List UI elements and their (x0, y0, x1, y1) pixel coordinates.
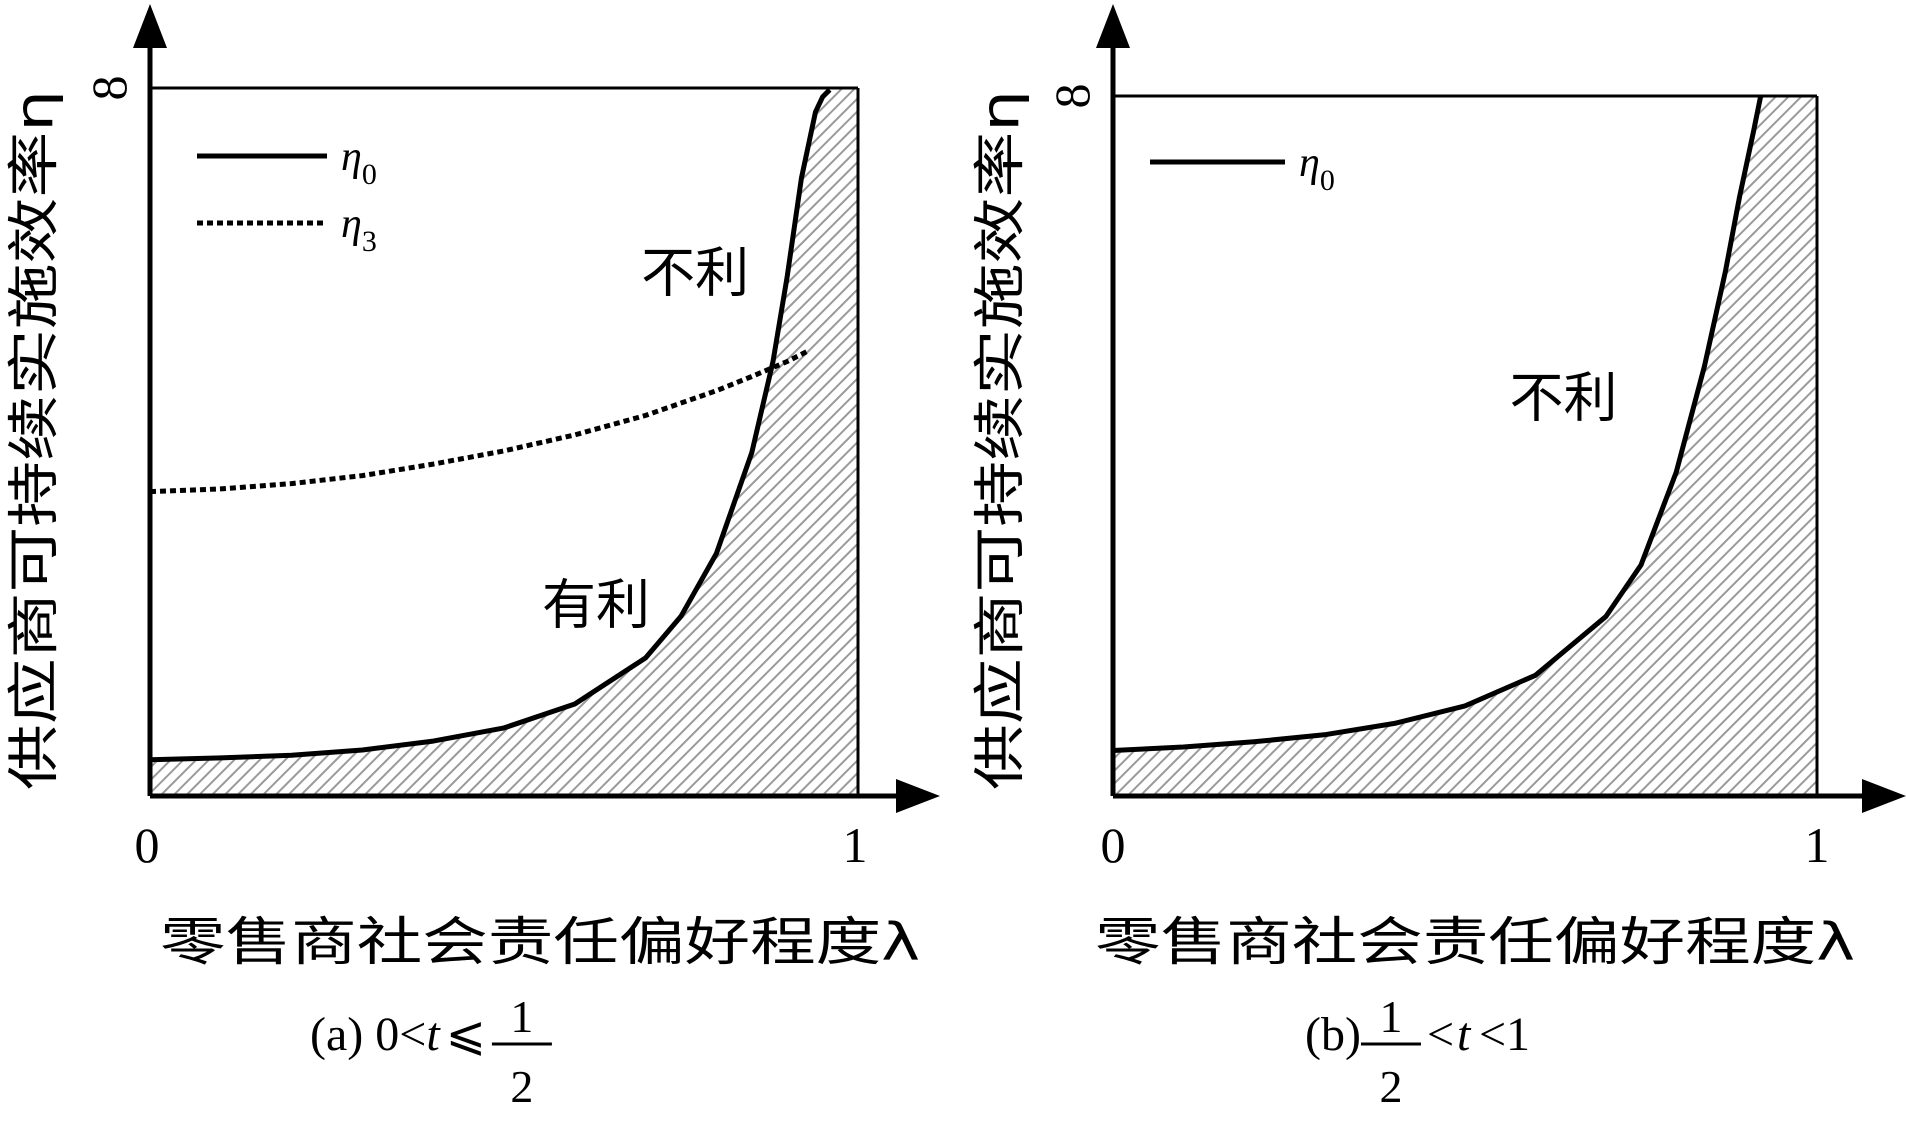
x-tick-label: 0 (1101, 817, 1126, 873)
legend-label-η3: η3 (341, 201, 377, 258)
region-label-b: 有利 (542, 573, 650, 636)
region-label-a: 不利 (641, 242, 749, 305)
caption-fraction-denominator: 2 (510, 1061, 533, 1112)
series-line-η0 (1112, 95, 1764, 753)
x-axis-label: 零售商社会责任偏好程度λ (1095, 913, 1855, 973)
legend-label-η0: η0 (341, 134, 377, 191)
caption-prefix: (b) (1305, 1008, 1361, 1061)
caption-relation: <1 (1479, 1008, 1530, 1061)
y-axis-label: 供应商可持续实施效率η (971, 90, 1031, 790)
x-tick-label: 0 (135, 817, 160, 873)
caption-variable: t (426, 1008, 441, 1061)
x-axis-arrow (896, 779, 940, 813)
panel-caption: (a) 0< t ⩽ 1 2 (310, 991, 552, 1112)
y-tick-label: 8 (81, 76, 137, 101)
y-axis-arrow (1096, 4, 1130, 48)
region-label-a: 不利 (1510, 366, 1618, 429)
series-line-η3 (149, 348, 810, 495)
y-axis-label: 供应商可持续实施效率η (5, 90, 65, 790)
x-axis-arrow (1862, 779, 1906, 813)
caption-prefix: (a) 0< (310, 1008, 426, 1061)
caption-fraction-numerator: 1 (1379, 991, 1402, 1042)
caption-relation: < (1427, 1008, 1454, 1061)
x-tick-label: 1 (843, 817, 868, 873)
shaded-region (1113, 96, 1817, 796)
caption-fraction-denominator: 2 (1379, 1061, 1402, 1112)
y-axis-arrow (133, 4, 167, 48)
panel-caption: (b) 1 2 < t <1 (1305, 991, 1530, 1112)
series-line-η0 (149, 88, 832, 763)
y-tick-label: 8 (1044, 84, 1100, 109)
caption-relation: ⩽ (446, 1008, 486, 1061)
legend-label-η0: η0 (1299, 140, 1335, 197)
x-tick-label: 1 (1805, 817, 1830, 873)
chart-panel-b: η0 不利 0 1 8 零售商社会责任偏好程度λ 供应商可持续实施效率η (b) 1 2 < t <1 (971, 4, 1906, 1112)
x-axis-label: 零售商社会责任偏好程度λ (160, 913, 920, 973)
caption-variable: t (1457, 1008, 1472, 1061)
caption-fraction-numerator: 1 (510, 991, 533, 1042)
